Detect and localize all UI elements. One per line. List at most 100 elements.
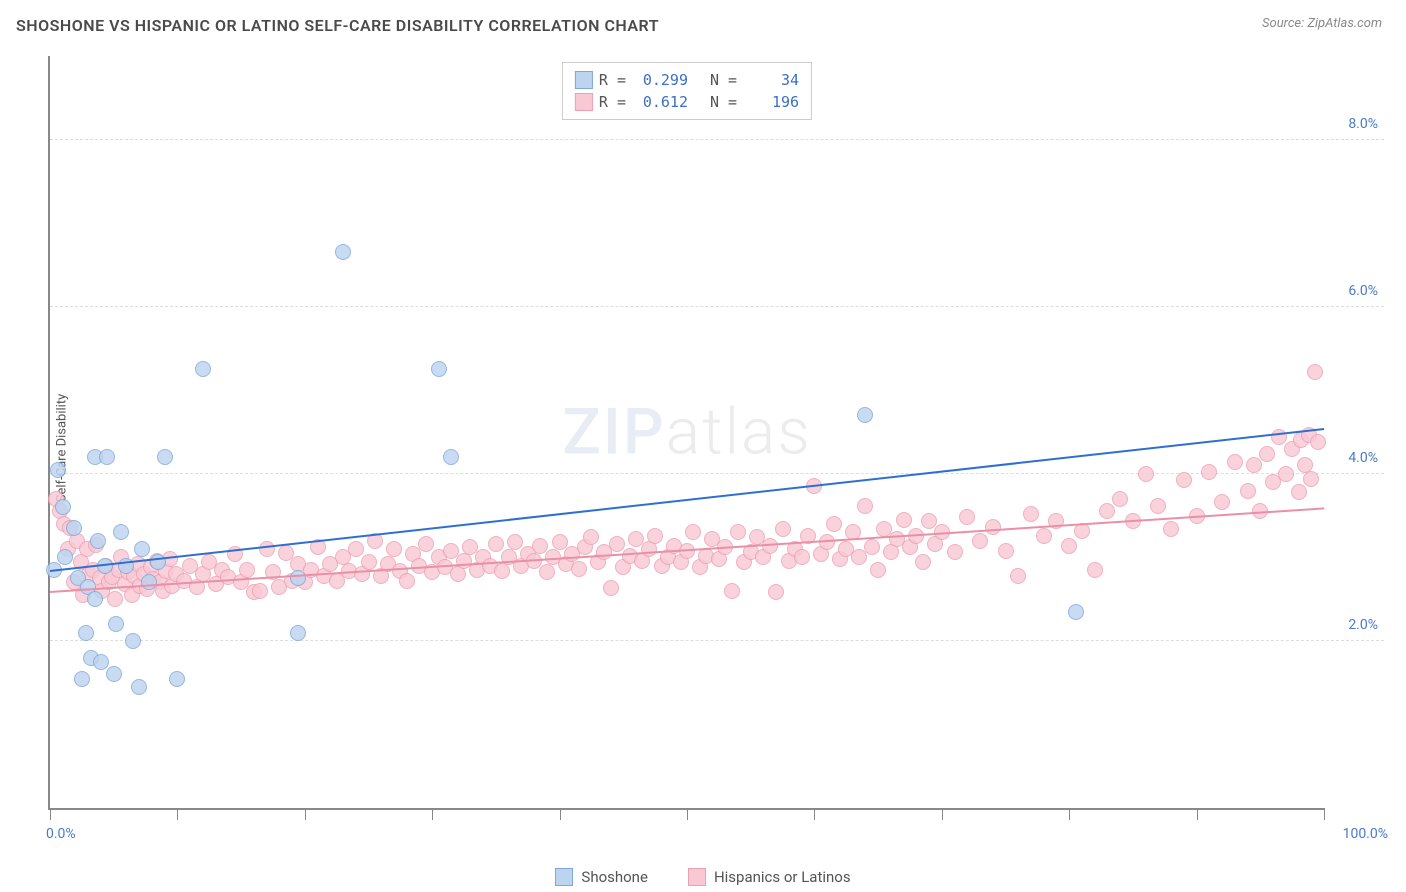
data-point-hispanic xyxy=(1201,464,1217,480)
data-point-shoshone xyxy=(141,574,157,590)
legend-item-hispanic: Hispanics or Latinos xyxy=(688,868,851,886)
data-point-shoshone xyxy=(134,541,150,557)
grid-line xyxy=(50,306,1384,307)
legend-r-label: R = xyxy=(599,93,626,111)
data-point-shoshone xyxy=(1068,604,1084,620)
data-point-hispanic xyxy=(418,536,434,552)
legend-swatch xyxy=(575,71,593,89)
x-tick xyxy=(305,808,306,820)
data-point-hispanic xyxy=(1303,471,1319,487)
data-point-hispanic xyxy=(998,543,1014,559)
y-tick-label: 4.0% xyxy=(1348,450,1378,466)
data-point-shoshone xyxy=(106,666,122,682)
data-point-hispanic xyxy=(1150,498,1166,514)
data-point-hispanic xyxy=(870,562,886,578)
data-point-hispanic xyxy=(857,498,873,514)
data-point-shoshone xyxy=(443,449,459,465)
data-point-hispanic xyxy=(647,528,663,544)
data-point-hispanic xyxy=(259,541,275,557)
y-tick-label: 8.0% xyxy=(1348,116,1378,132)
data-point-hispanic xyxy=(921,513,937,529)
data-point-shoshone xyxy=(74,671,90,687)
chart-source: Source: ZipAtlas.com xyxy=(1262,16,1382,31)
x-tick xyxy=(560,808,561,820)
data-point-hispanic xyxy=(1240,483,1256,499)
data-point-hispanic xyxy=(507,534,523,550)
data-point-hispanic xyxy=(972,533,988,549)
data-point-hispanic xyxy=(1307,364,1323,380)
chart-header: SHOSHONE VS HISPANIC OR LATINO SELF-CARE… xyxy=(0,0,1406,43)
data-point-hispanic xyxy=(768,584,784,600)
data-point-shoshone xyxy=(87,591,103,607)
data-point-hispanic xyxy=(1010,568,1026,584)
data-point-hispanic xyxy=(826,516,842,532)
data-point-hispanic xyxy=(1310,434,1326,450)
data-point-shoshone xyxy=(50,462,66,478)
data-point-shoshone xyxy=(113,524,129,540)
data-point-hispanic xyxy=(1023,506,1039,522)
data-point-hispanic xyxy=(603,580,619,596)
chart-title: SHOSHONE VS HISPANIC OR LATINO SELF-CARE… xyxy=(16,16,659,35)
data-point-shoshone xyxy=(93,654,109,670)
legend-r-label: R = xyxy=(599,71,626,89)
data-point-hispanic xyxy=(1176,472,1192,488)
x-tick xyxy=(432,808,433,820)
data-point-hispanic xyxy=(1163,521,1179,537)
data-point-shoshone xyxy=(55,499,71,515)
legend-r-value: 0.612 xyxy=(632,93,688,111)
watermark: ZIPatlas xyxy=(562,395,812,470)
y-tick-label: 6.0% xyxy=(1348,283,1378,299)
data-point-shoshone xyxy=(431,361,447,377)
legend-n-value: 196 xyxy=(743,93,799,111)
legend-item-shoshone: Shoshone xyxy=(555,868,648,886)
data-point-shoshone xyxy=(290,570,306,586)
data-point-hispanic xyxy=(724,583,740,599)
x-tick xyxy=(50,808,51,820)
chart-area: Self-Care Disability ZIPatlas R =0.299N … xyxy=(48,56,1384,840)
data-point-shoshone xyxy=(57,549,73,565)
legend-n-label: N = xyxy=(710,93,737,111)
data-point-hispanic xyxy=(947,544,963,560)
data-point-hispanic xyxy=(399,573,415,589)
data-point-hispanic xyxy=(864,539,880,555)
data-point-shoshone xyxy=(125,633,141,649)
data-point-hispanic xyxy=(239,562,255,578)
x-tick xyxy=(1197,808,1198,820)
data-point-hispanic xyxy=(1099,503,1115,519)
legend-n-label: N = xyxy=(710,71,737,89)
grid-line xyxy=(50,640,1384,641)
legend-r-value: 0.299 xyxy=(632,71,688,89)
x-max-label: 100.0% xyxy=(1343,826,1388,842)
data-point-shoshone xyxy=(131,679,147,695)
data-point-hispanic xyxy=(1278,466,1294,482)
x-tick xyxy=(942,808,943,820)
data-point-shoshone xyxy=(108,616,124,632)
legend-swatch xyxy=(555,868,573,886)
data-point-hispanic xyxy=(985,519,1001,535)
data-point-shoshone xyxy=(157,449,173,465)
data-point-hispanic xyxy=(915,554,931,570)
legend-series: Shoshone Hispanics or Latinos xyxy=(0,868,1406,886)
data-point-hispanic xyxy=(1214,494,1230,510)
y-tick-label: 2.0% xyxy=(1348,617,1378,633)
data-point-shoshone xyxy=(90,533,106,549)
data-point-hispanic xyxy=(896,512,912,528)
legend-swatch xyxy=(688,868,706,886)
plot-area: ZIPatlas R =0.299N =34R =0.612N =196 2.0… xyxy=(48,56,1324,810)
data-point-hispanic xyxy=(1246,457,1262,473)
data-point-shoshone xyxy=(195,361,211,377)
data-point-shoshone xyxy=(99,449,115,465)
data-point-hispanic xyxy=(1138,466,1154,482)
x-tick xyxy=(687,808,688,820)
data-point-hispanic xyxy=(361,554,377,570)
data-point-shoshone xyxy=(78,625,94,641)
legend-stats-row: R = 0.612 N = 196 xyxy=(575,91,799,113)
data-point-hispanic xyxy=(685,524,701,540)
data-point-hispanic xyxy=(959,509,975,525)
data-point-shoshone xyxy=(66,520,82,536)
data-point-hispanic xyxy=(730,524,746,540)
data-point-shoshone xyxy=(335,244,351,260)
data-point-hispanic xyxy=(252,583,268,599)
data-point-shoshone xyxy=(169,671,185,687)
data-point-hispanic xyxy=(1061,538,1077,554)
